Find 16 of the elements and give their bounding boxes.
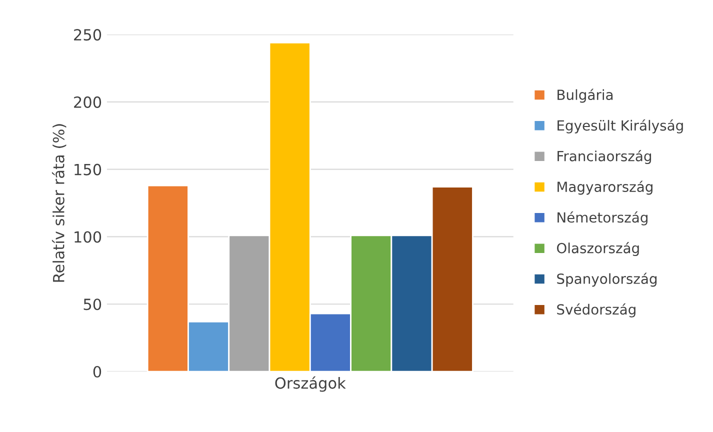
legend-label: Spanyolország <box>557 272 657 287</box>
x-tick-label: Országok <box>275 376 346 392</box>
legend-label: Olaszország <box>556 242 639 256</box>
legend-label: Németország <box>558 211 648 226</box>
legend-label: Bulgária <box>558 88 613 103</box>
y-tick-label: 50 <box>84 298 102 310</box>
legend-label: Magyarország <box>558 180 652 195</box>
y-tick-label: 0 <box>93 366 102 378</box>
y-tick-label: 250 <box>74 29 102 41</box>
legend-label: Franciaország <box>558 150 652 164</box>
legend-label: Svédország <box>557 303 636 318</box>
legend-label: Egyesült Királyság <box>558 119 683 134</box>
y-tick-label: 100 <box>74 231 102 243</box>
y-tick-label: 200 <box>74 96 102 108</box>
y-axis-title: Relatív siker ráta (%) <box>52 124 66 282</box>
y-tick-label: 150 <box>74 164 102 176</box>
